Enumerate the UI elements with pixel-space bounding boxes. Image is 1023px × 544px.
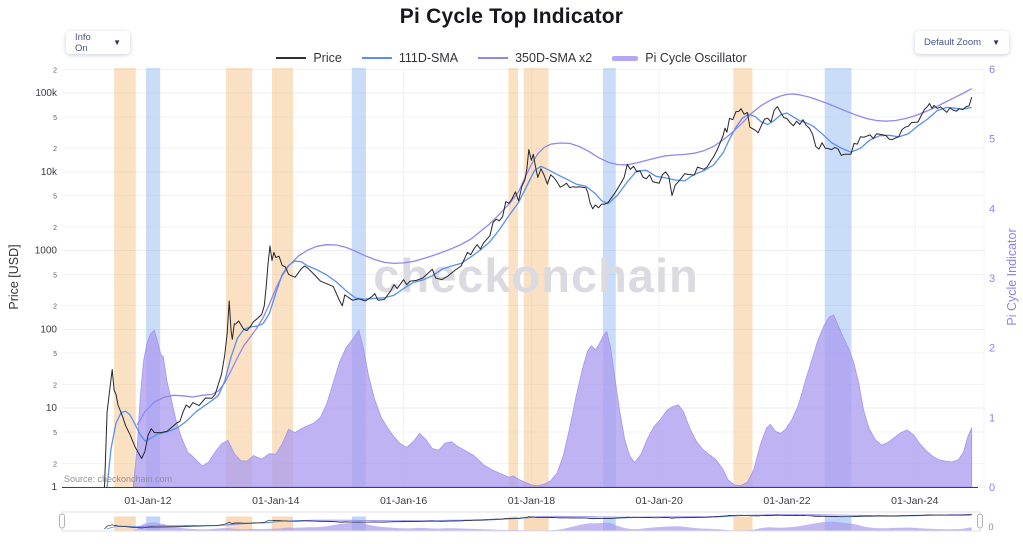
- chevron-down-icon: ▼: [992, 38, 1000, 47]
- svg-text:01-Jan-24: 01-Jan-24: [891, 495, 938, 507]
- svg-text:1000: 1000: [35, 246, 58, 257]
- svg-text:01-Jan-20: 01-Jan-20: [636, 495, 683, 507]
- legend-item-111d-sma[interactable]: 111D-SMA: [361, 51, 459, 65]
- pi-cycle-top-band: [523, 68, 549, 487]
- svg-text:4: 4: [989, 203, 995, 215]
- svg-text:5: 5: [53, 272, 57, 279]
- legend-item-label: 350D-SMA x2: [515, 51, 593, 65]
- info-toggle-button[interactable]: Info On ▼: [66, 31, 130, 54]
- svg-text:0: 0: [989, 482, 995, 494]
- legend-item-label: Pi Cycle Oscillator: [645, 51, 747, 65]
- svg-text:2: 2: [53, 225, 57, 232]
- svg-text:2: 2: [989, 343, 995, 355]
- y-axis-left-ticks: 1 2 5 10 2 5 100 2 5 1000 2 5 10k 2 5 100k 2: [35, 67, 58, 493]
- svg-text:10: 10: [46, 403, 58, 414]
- pi-cycle-top-band: [114, 68, 136, 487]
- svg-text:01-Jan-12: 01-Jan-12: [124, 495, 171, 507]
- navigator-price-line: [104, 514, 972, 530]
- svg-text:01-Jan-18: 01-Jan-18: [508, 495, 555, 507]
- svg-text:2: 2: [53, 146, 57, 153]
- zoom-preset-button[interactable]: Default Zoom ▼: [915, 31, 1009, 54]
- legend: Price 111D-SMA 350D-SMA x2 Pi Cycle Oscilla…: [0, 51, 1023, 65]
- svg-text:5: 5: [53, 194, 57, 201]
- pi-cycle-top-band: [226, 68, 253, 487]
- svg-text:01-Jan-14: 01-Jan-14: [252, 495, 299, 507]
- sma111-line: [106, 106, 972, 488]
- legend-swatch-icon: [276, 57, 307, 59]
- svg-text:100k: 100k: [35, 88, 58, 99]
- legend-swatch-icon: [361, 57, 392, 59]
- svg-text:01-Jan-22: 01-Jan-22: [763, 495, 810, 507]
- chevron-down-icon: ▼: [113, 38, 121, 47]
- svg-text:2: 2: [53, 304, 57, 311]
- svg-text:1: 1: [989, 412, 995, 424]
- svg-text:2: 2: [53, 383, 57, 390]
- svg-text:5: 5: [53, 430, 57, 437]
- legend-swatch-icon: [478, 57, 509, 59]
- page-title: Pi Cycle Top Indicator: [399, 5, 624, 28]
- x-axis-ticks: 01-Jan-12 01-Jan-14 01-Jan-16 01-Jan-18 01-J…: [124, 495, 938, 507]
- navigator-oscillator: [133, 521, 972, 531]
- svg-text:100: 100: [40, 325, 57, 336]
- price-line: [104, 96, 973, 488]
- sma350x2-line: [136, 88, 973, 426]
- info-toggle-label: Info On: [75, 31, 91, 54]
- svg-text:1: 1: [51, 482, 57, 493]
- svg-text:3: 3: [989, 273, 995, 285]
- zoom-preset-label: Default Zoom: [924, 37, 982, 48]
- svg-text:01-Jan-16: 01-Jan-16: [380, 495, 427, 507]
- legend-item-price[interactable]: Price: [276, 51, 342, 65]
- svg-text:5: 5: [53, 115, 57, 122]
- legend-swatch-icon: [612, 55, 639, 61]
- signal-bands: [114, 68, 852, 487]
- pi-cycle-top-band: [733, 68, 753, 487]
- svg-text:2: 2: [53, 461, 57, 468]
- legend-item-label: Price: [313, 51, 342, 65]
- svg-text:5: 5: [989, 134, 995, 146]
- range-slider[interactable]: 0: [59, 511, 994, 532]
- pi-cycle-top-band: [272, 68, 294, 487]
- navigator-axis-label: 0: [989, 522, 994, 532]
- range-slider-handle-right[interactable]: [977, 513, 983, 529]
- svg-text:2: 2: [53, 67, 57, 74]
- svg-text:10k: 10k: [41, 167, 58, 178]
- svg-text:5: 5: [53, 351, 57, 358]
- legend-item-350d-sma-x2[interactable]: 350D-SMA x2: [478, 51, 592, 65]
- checkonchain-watermark: checkonchain: [373, 249, 698, 302]
- legend-item-pi-cycle-oscillator[interactable]: Pi Cycle Oscillator: [612, 51, 747, 65]
- legend-item-label: 111D-SMA: [398, 51, 459, 65]
- pi-cycle-top-band: [508, 68, 518, 487]
- range-slider-handle-left[interactable]: [59, 513, 65, 529]
- svg-text:6: 6: [989, 64, 995, 76]
- oscillator-area: [132, 314, 973, 488]
- y-axis-right-ticks: 0 1 2 3 4 5 6: [989, 64, 995, 494]
- source-note: Source: checkonchain.com: [64, 474, 173, 484]
